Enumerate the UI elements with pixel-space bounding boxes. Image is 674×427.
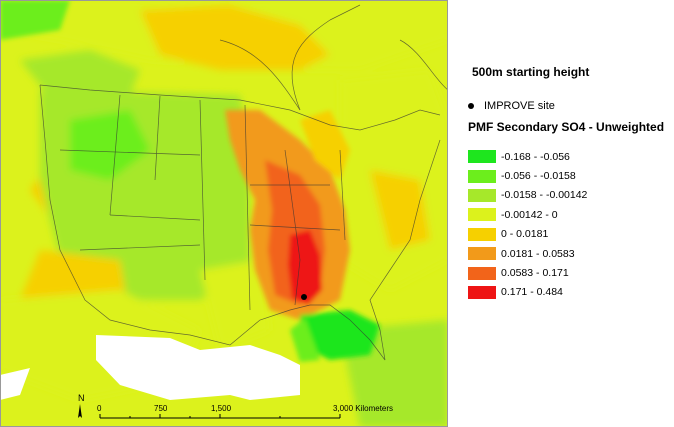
legend-class-row: -0.168 - -0.056 — [468, 147, 587, 166]
legend-site-label: IMPROVE site — [484, 100, 555, 112]
legend-panel: 500m starting height IMPROVE site PMF Se… — [448, 0, 674, 427]
legend-swatch — [468, 266, 496, 280]
boundary-lines — [39, 4, 448, 361]
legend-class-label: 0.0181 - 0.0583 — [501, 247, 575, 260]
no-data-region — [96, 335, 300, 400]
legend-class-label: 0 - 0.0181 — [501, 228, 549, 241]
legend-class-row: -0.00142 - 0 — [468, 205, 587, 224]
legend-class-row: 0.0181 - 0.0583 — [468, 244, 587, 263]
map-frame: N 0 750 1,500 3,000 Kilometers — [0, 0, 448, 427]
scale-tick-0: 0 — [97, 404, 102, 413]
svg-text:N: N — [78, 393, 85, 403]
legend-class-label: 0.0583 - 0.171 — [501, 267, 569, 280]
legend-class-row: 0.171 - 0.484 — [468, 283, 587, 302]
legend-class-label: -0.00142 - 0 — [501, 208, 558, 221]
legend-classes: -0.168 - -0.056 -0.056 - -0.0158 -0.0158… — [468, 147, 587, 302]
scale-tick-3000: 3,000 Kilometers — [333, 404, 393, 413]
legend-class-label: -0.168 - -0.056 — [501, 150, 570, 163]
legend-swatch — [468, 188, 496, 202]
legend-class-row: 0 - 0.0181 — [468, 225, 587, 244]
legend-class-label: 0.171 - 0.484 — [501, 286, 563, 299]
legend-swatch — [468, 169, 496, 183]
legend-swatch — [468, 208, 496, 222]
scale-tick-1500: 1,500 — [211, 404, 232, 413]
legend-class-row: -0.0158 - -0.00142 — [468, 186, 587, 205]
legend-class-row: -0.056 - -0.0158 — [468, 166, 587, 185]
improve-site-marker — [301, 294, 307, 300]
legend-site-entry: IMPROVE site — [468, 100, 555, 112]
legend-class-label: -0.056 - -0.0158 — [501, 170, 576, 183]
legend-heading: 500m starting height — [472, 65, 590, 79]
site-dot-icon — [468, 103, 474, 109]
legend-swatch — [468, 150, 496, 164]
scale-bar: 0 750 1,500 3,000 Kilometers — [97, 404, 393, 419]
legend-swatch — [468, 227, 496, 241]
legend-swatch — [468, 285, 496, 299]
legend-layer-title: PMF Secondary SO4 - Unweighted — [468, 120, 665, 134]
legend-swatch — [468, 247, 496, 261]
scale-tick-750: 750 — [154, 404, 168, 413]
legend-class-row: 0.0583 - 0.171 — [468, 263, 587, 282]
concentration-field — [0, 0, 448, 427]
legend-class-label: -0.0158 - -0.00142 — [501, 189, 588, 202]
north-arrow-icon: N — [78, 393, 85, 418]
